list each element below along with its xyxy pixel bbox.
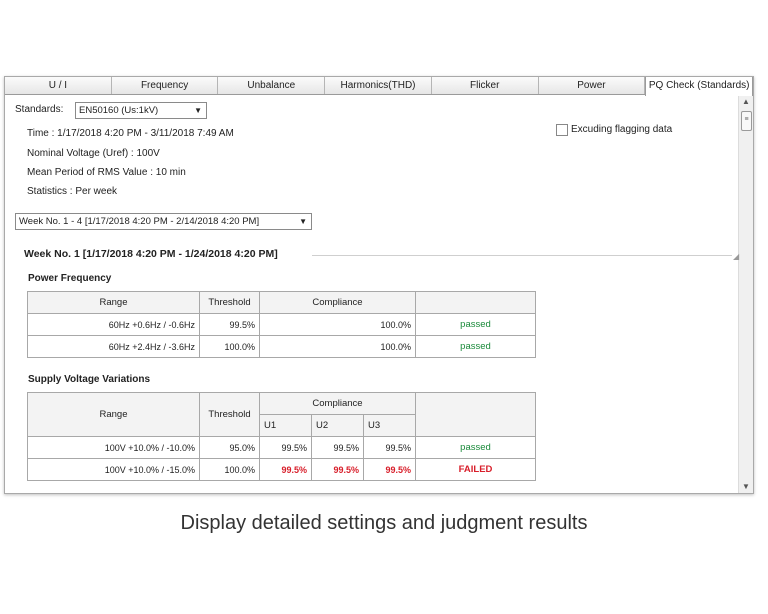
scroll-up-icon[interactable]: ▲	[742, 97, 750, 106]
scroll-down-icon[interactable]: ▼	[742, 482, 750, 491]
status-badge: passed	[415, 335, 536, 358]
resize-grip-icon: ◢	[733, 252, 740, 261]
table-subheader-row: U1 U2 U3	[28, 414, 536, 437]
compliance-cell: 100.0%	[259, 335, 416, 358]
info-mean-period: Mean Period of RMS Value : 10 min	[27, 167, 186, 178]
standards-select[interactable]: EN50160 (Us:1kV) ▼	[75, 102, 207, 119]
range-cell: 100V +10.0% / -15.0%	[27, 458, 200, 481]
header-u3: U3	[363, 414, 416, 437]
supply-voltage-title: Supply Voltage Variations	[28, 374, 151, 385]
standards-label: Standards:	[15, 104, 64, 115]
header-status	[415, 291, 536, 314]
range-cell: 60Hz +0.6Hz / -0.6Hz	[27, 313, 200, 336]
power-frequency-table: Range Threshold Compliance 60Hz +0.6Hz /…	[27, 291, 536, 358]
standards-select-value: EN50160 (Us:1kV)	[79, 105, 159, 116]
tab-flicker[interactable]: Flicker	[431, 77, 539, 94]
header-u1: U1	[259, 414, 312, 437]
threshold-cell: 100.0%	[199, 458, 260, 481]
caption: Display detailed settings and judgment r…	[180, 512, 588, 534]
excluding-flagging-checkbox[interactable]	[556, 124, 568, 136]
info-statistics: Statistics : Per week	[27, 186, 118, 197]
header-u2: U2	[311, 414, 364, 437]
header-status	[415, 392, 536, 437]
table-row: 100V +10.0% / -10.0% 95.0% 99.5% 99.5% 9…	[27, 436, 536, 459]
week-divider	[312, 255, 732, 256]
u1-cell: 99.5%	[259, 436, 312, 459]
range-cell: 60Hz +2.4Hz / -3.6Hz	[27, 335, 200, 358]
header-compliance: Compliance	[259, 291, 416, 314]
status-badge: passed	[415, 436, 536, 459]
tab-bar: U / I Frequency Unbalance Harmonics(THD)…	[5, 77, 753, 96]
power-frequency-title: Power Frequency	[28, 273, 112, 284]
info-nominal-voltage: Nominal Voltage (Uref) : 100V	[27, 148, 160, 159]
u2-cell: 99.5%	[311, 436, 364, 459]
tab-frequency[interactable]: Frequency	[111, 77, 219, 94]
threshold-cell: 95.0%	[199, 436, 260, 459]
status-badge: passed	[415, 313, 536, 336]
excluding-flagging-label: Excuding flagging data	[571, 124, 673, 135]
tab-unbalance[interactable]: Unbalance	[218, 77, 326, 94]
u3-cell: 99.5%	[363, 436, 416, 459]
tab-harmonics[interactable]: Harmonics(THD)	[325, 77, 432, 94]
scroll-thumb[interactable]: ≡	[741, 111, 752, 131]
week-select[interactable]: Week No. 1 - 4 [1/17/2018 4:20 PM - 2/14…	[15, 213, 312, 230]
table-header-row: Range Threshold Compliance	[27, 291, 536, 314]
u2-cell: 99.5%	[311, 458, 364, 481]
u3-cell: 99.5%	[363, 458, 416, 481]
week-select-value: Week No. 1 - 4 [1/17/2018 4:20 PM - 2/14…	[19, 216, 260, 227]
threshold-cell: 100.0%	[199, 335, 260, 358]
header-threshold: Threshold	[199, 291, 260, 314]
week-title: Week No. 1 [1/17/2018 4:20 PM - 1/24/201…	[24, 248, 278, 260]
tab-pq-check[interactable]: PQ Check (Standards)	[645, 77, 753, 96]
content-panel: Standards: EN50160 (Us:1kV) ▼ Excuding f…	[5, 95, 739, 493]
u1-cell: 99.5%	[259, 458, 312, 481]
table-row: 60Hz +2.4Hz / -3.6Hz 100.0% 100.0% passe…	[27, 335, 536, 358]
tab-power[interactable]: Power	[538, 77, 646, 94]
header-range: Range	[27, 392, 200, 437]
chevron-down-icon: ▼	[299, 217, 307, 226]
table-row: 60Hz +0.6Hz / -0.6Hz 99.5% 100.0% passed	[27, 313, 536, 336]
info-time: Time : 1/17/2018 4:20 PM - 3/11/2018 7:4…	[27, 128, 234, 139]
supply-voltage-table: Range Threshold Compliance U1 U2 U3 100V…	[27, 392, 536, 481]
status-badge: FAILED	[415, 458, 536, 481]
compliance-cell: 100.0%	[259, 313, 416, 336]
threshold-cell: 99.5%	[199, 313, 260, 336]
header-threshold: Threshold	[199, 392, 260, 437]
chevron-down-icon: ▼	[194, 106, 202, 115]
range-cell: 100V +10.0% / -10.0%	[27, 436, 200, 459]
table-header-row: Range Threshold Compliance	[27, 392, 536, 437]
table-row: 100V +10.0% / -15.0% 100.0% 99.5% 99.5% …	[27, 458, 536, 481]
tab-u-i[interactable]: U / I	[5, 77, 112, 94]
vertical-scrollbar[interactable]: ▲ ≡ ▼	[738, 95, 753, 493]
header-compliance: Compliance	[259, 392, 416, 415]
header-range: Range	[27, 291, 200, 314]
